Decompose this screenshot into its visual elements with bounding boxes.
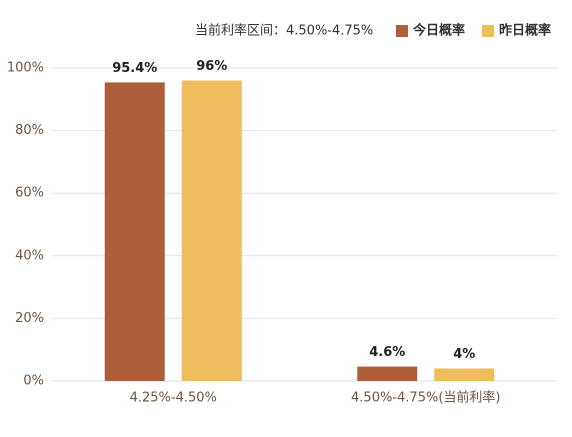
value-label: 4% xyxy=(453,347,475,362)
x-tick-label: 4.50%-4.75%(当前利率) xyxy=(351,390,500,406)
y-tick-label: 60% xyxy=(15,186,44,201)
value-label: 4.6% xyxy=(369,345,405,360)
y-tick-label: 0% xyxy=(23,374,44,389)
bar xyxy=(357,366,418,381)
value-label: 95.4% xyxy=(112,61,157,76)
legend-swatch xyxy=(396,25,408,37)
bar xyxy=(181,80,242,382)
x-tick-label: 4.25%-4.50% xyxy=(130,391,217,406)
subtitle: 当前利率区间：4.50%-4.75% xyxy=(195,23,373,39)
y-tick-label: 100% xyxy=(7,61,44,76)
bar xyxy=(104,82,165,381)
legend-swatch xyxy=(482,25,494,37)
legend-label: 昨日概率 xyxy=(499,23,551,39)
bar xyxy=(434,368,495,381)
legend-label: 今日概率 xyxy=(412,23,465,39)
y-tick-label: 20% xyxy=(15,311,44,326)
y-tick-label: 40% xyxy=(15,248,44,263)
y-tick-label: 80% xyxy=(15,123,44,138)
value-label: 96% xyxy=(196,59,227,74)
